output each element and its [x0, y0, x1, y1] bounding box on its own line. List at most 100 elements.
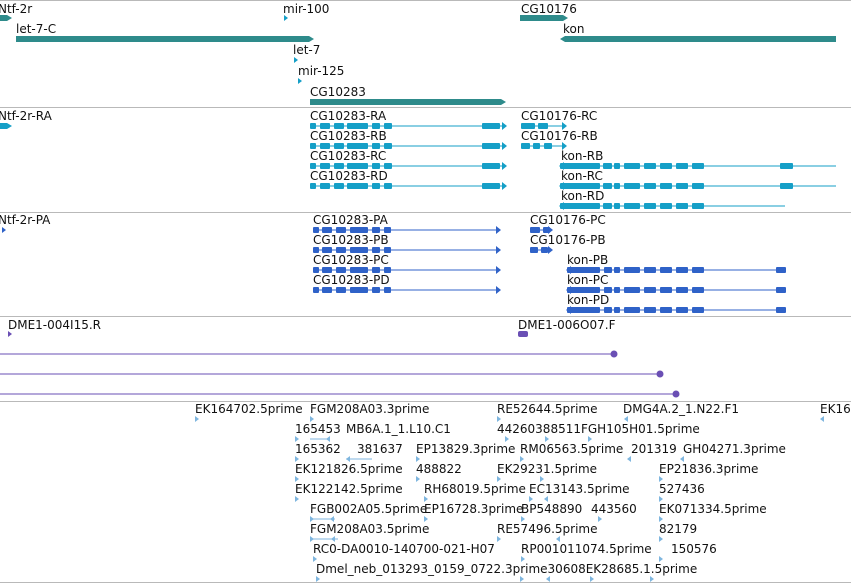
est-arrow[interactable]	[497, 416, 501, 422]
est-arrow[interactable]	[659, 476, 663, 482]
est-arrow[interactable]	[313, 556, 317, 562]
est-arrow[interactable]	[659, 516, 663, 522]
transcript-kon-rb-exon[interactable]	[676, 163, 688, 169]
est-arrow[interactable]	[505, 436, 509, 442]
transcript-label-cg10176-rb[interactable]: CG10176-RB	[521, 129, 598, 143]
protein-kon-pc-exon[interactable]	[660, 287, 672, 293]
clone-dme1-006o07[interactable]	[518, 331, 528, 337]
protein-kon-pd-exon[interactable]	[614, 307, 620, 313]
transcript-cg10283-rc-exon[interactable]	[310, 163, 316, 169]
transcript-kon-rb-exon[interactable]	[624, 163, 640, 169]
transcript-cg10283-rc-exon[interactable]	[482, 163, 500, 169]
protein-cg10283-pc-exon[interactable]	[322, 267, 332, 273]
transcript-cg10283-rd-exon[interactable]	[384, 183, 392, 189]
est-arrow[interactable]	[416, 476, 420, 482]
transcript-cg10283-ra-exon[interactable]	[310, 123, 316, 129]
transcript-cg10176-rb-exon[interactable]	[533, 143, 540, 149]
protein-cg10176-pc-end[interactable]	[548, 226, 553, 234]
est-label[interactable]: EP16728.3prime	[424, 502, 524, 516]
est-label[interactable]: EK29231.5prime	[497, 462, 598, 476]
est-arrow[interactable]	[529, 496, 533, 502]
gene-mark-mir125[interactable]	[298, 78, 302, 84]
est-label[interactable]: 381637	[357, 442, 403, 456]
transcript-kon-rb-exon[interactable]	[660, 163, 672, 169]
protein-kon-pd-exon[interactable]	[676, 307, 688, 313]
protein-cg10283-pb-exon[interactable]	[322, 247, 332, 253]
transcript-kon-rc-exon[interactable]	[660, 183, 672, 189]
protein-cg10283-pc-end[interactable]	[496, 266, 501, 274]
est-label[interactable]: 165362	[295, 442, 341, 456]
est-arrow[interactable]	[598, 516, 602, 522]
est-arrow[interactable]	[659, 556, 663, 562]
est-arrow[interactable]	[521, 556, 525, 562]
transcript-cg10176-rc-exon[interactable]	[521, 123, 535, 129]
est-label[interactable]: EK071334.5prime	[659, 502, 767, 516]
est-label[interactable]: EP21836.3prime	[659, 462, 759, 476]
transcript-cg10283-ra-exon[interactable]	[372, 123, 380, 129]
transcript-kon-rd-exon[interactable]	[692, 203, 704, 209]
est-label[interactable]: EK121826.5prime	[295, 462, 403, 476]
transcript-kon-rc-exon[interactable]	[560, 183, 600, 189]
transcript-kon-rd-exon[interactable]	[603, 203, 612, 209]
protein-label-cg10176-pc[interactable]: CG10176-PC	[530, 213, 606, 227]
protein-cg10283-pa-exon[interactable]	[322, 227, 332, 233]
protein-cg10283-pb-exon[interactable]	[336, 247, 346, 253]
transcript-cg10283-rd-exon[interactable]	[347, 183, 368, 189]
gene-bar-let7c[interactable]	[16, 36, 314, 42]
protein-kon-pb-exon[interactable]	[676, 267, 688, 273]
est-label[interactable]: RC0-DA0010-140700-021-H07	[313, 542, 495, 556]
protein-cg10283-pc-exon[interactable]	[336, 267, 346, 273]
gene-bar-kon[interactable]	[560, 36, 836, 42]
transcript-cg10283-rb-exon[interactable]	[384, 143, 392, 149]
transcript-kon-rc-exon[interactable]	[644, 183, 656, 189]
gene-bar-cg10283[interactable]	[310, 99, 506, 105]
est-label[interactable]: BP548890	[521, 502, 583, 516]
transcript-cg10176-rc-exon[interactable]	[538, 123, 548, 129]
transcript-cg10283-rb-exon[interactable]	[334, 143, 344, 149]
transcript-cg10283-rd-exon[interactable]	[310, 183, 316, 189]
transcript-label-cg10283-rb[interactable]: CG10283-RB	[310, 129, 387, 143]
est-label[interactable]: EC13143.5prime	[529, 482, 630, 496]
est-arrow[interactable]	[295, 456, 299, 462]
est-label[interactable]: Dmel_neb_013293_0159_0722.3prime30608EK2…	[316, 562, 698, 576]
protein-kon-pd-exon[interactable]	[776, 307, 786, 313]
transcript-cg10283-rd-exon[interactable]	[372, 183, 380, 189]
est-arrow[interactable]	[521, 516, 525, 522]
protein-kon-pc-exon[interactable]	[614, 287, 620, 293]
protein-kon-pb-exon[interactable]	[776, 267, 786, 273]
clone-read-end-1[interactable]	[656, 370, 664, 378]
protein-kon-pc-exon[interactable]	[604, 287, 612, 293]
protein-cg10283-pa-exon[interactable]	[372, 227, 380, 233]
transcript-cg10283-rb-exon[interactable]	[347, 143, 368, 149]
est-arrow[interactable]	[416, 456, 420, 462]
protein-kon-pc-exon[interactable]	[567, 287, 600, 293]
protein-kon-pb-exon[interactable]	[692, 267, 704, 273]
transcript-cg10283-rb-exon[interactable]	[320, 143, 330, 149]
transcript-cg10283-ra-end[interactable]	[502, 122, 507, 130]
protein-cg10283-pb-end[interactable]	[496, 246, 501, 254]
transcript-cg10283-rc-exon[interactable]	[384, 163, 392, 169]
protein-kon-pd-end[interactable]	[566, 306, 571, 314]
transcript-ntf2r-ra[interactable]	[0, 123, 12, 129]
est-arrow[interactable]	[820, 416, 824, 422]
transcript-kon-rd-exon[interactable]	[624, 203, 640, 209]
protein-kon-pb-exon[interactable]	[567, 267, 600, 273]
gene-bar-cg10176[interactable]	[520, 15, 568, 21]
est-label[interactable]: 488822	[416, 462, 462, 476]
est-arrow[interactable]	[544, 496, 548, 502]
transcript-label-cg10283-rc[interactable]: CG10283-RC	[310, 149, 387, 163]
gene-label-ntf2r[interactable]: Ntf-2r	[0, 2, 33, 16]
clone-read-end-0[interactable]	[610, 350, 618, 358]
gene-label-cg10176[interactable]: CG10176	[521, 2, 577, 16]
transcript-cg10283-rc-exon[interactable]	[334, 163, 344, 169]
protein-kon-pd-exon[interactable]	[567, 307, 600, 313]
gene-mark-mir100[interactable]	[284, 15, 288, 21]
protein-label-cg10283-pb[interactable]: CG10283-PB	[313, 233, 389, 247]
protein-kon-pb-exon[interactable]	[624, 267, 640, 273]
protein-ntf2r-pa[interactable]	[2, 227, 6, 233]
est-label[interactable]: FGM208A03.3prime	[310, 402, 430, 416]
protein-cg10283-pd-exon[interactable]	[384, 287, 391, 293]
est-label[interactable]: MB6A.1_1.L10.C1	[346, 422, 451, 436]
protein-kon-pd-exon[interactable]	[644, 307, 656, 313]
protein-cg10176-pb-end[interactable]	[548, 246, 553, 254]
